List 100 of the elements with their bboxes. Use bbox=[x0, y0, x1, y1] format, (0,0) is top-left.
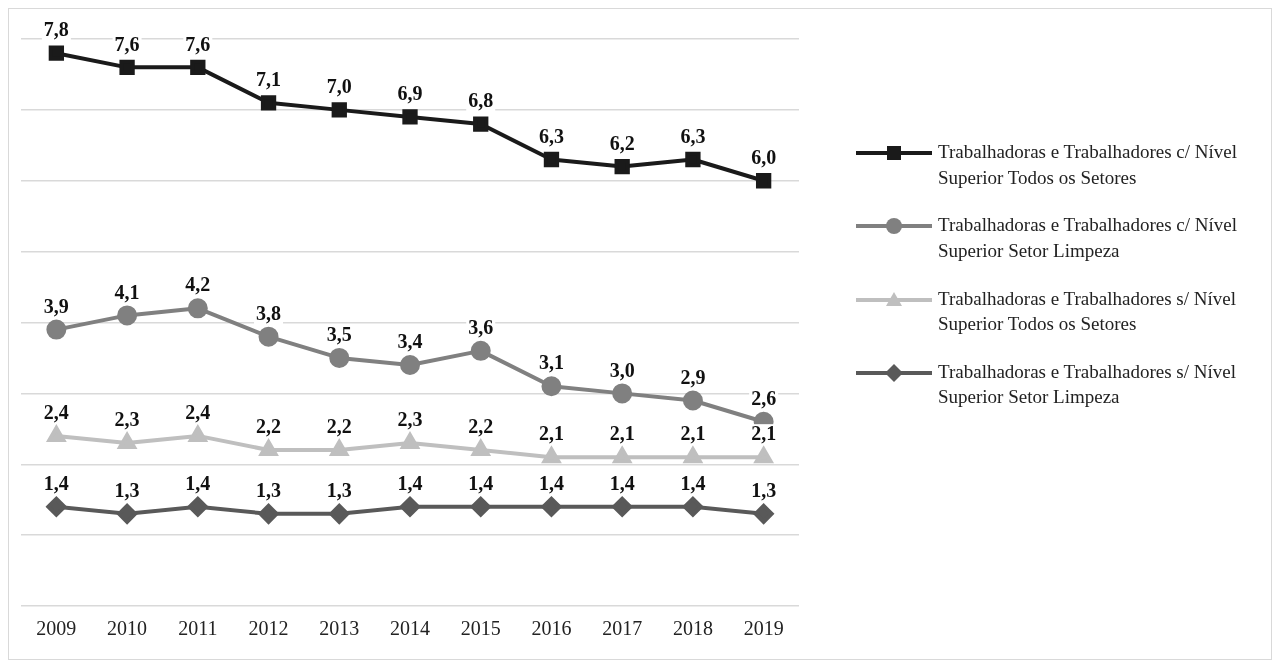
data-label: 2,1 bbox=[538, 422, 564, 445]
point bbox=[402, 109, 418, 125]
data-label: 2,1 bbox=[609, 422, 635, 445]
point bbox=[118, 432, 137, 449]
point bbox=[471, 440, 490, 457]
data-label: 6,3 bbox=[680, 124, 706, 147]
point bbox=[187, 298, 208, 319]
x-tick-label: 2014 bbox=[390, 617, 430, 640]
point bbox=[258, 326, 279, 347]
point bbox=[612, 383, 633, 404]
data-label: 7,0 bbox=[326, 75, 352, 98]
point bbox=[329, 347, 350, 368]
point bbox=[187, 496, 208, 517]
data-label: 2,4 bbox=[43, 401, 69, 424]
x-tick-label: 2015 bbox=[460, 617, 501, 640]
point bbox=[330, 440, 349, 457]
data-label: 1,3 bbox=[751, 479, 777, 502]
data-label: 6,8 bbox=[468, 89, 494, 112]
point bbox=[470, 340, 491, 361]
data-label: 1,4 bbox=[538, 471, 564, 494]
data-label: 7,8 bbox=[43, 18, 69, 41]
point bbox=[260, 95, 277, 111]
data-label: 1,4 bbox=[185, 471, 211, 494]
point bbox=[541, 496, 562, 517]
point bbox=[542, 447, 561, 464]
x-tick-label: 2017 bbox=[602, 617, 643, 640]
data-label: 2,1 bbox=[680, 422, 706, 445]
data-label: 1,4 bbox=[609, 471, 635, 494]
data-label: 2,6 bbox=[751, 386, 777, 409]
data-label: 1,3 bbox=[114, 479, 140, 502]
point bbox=[682, 496, 703, 517]
data-label: 3,9 bbox=[43, 294, 69, 317]
point bbox=[329, 503, 350, 524]
data-label: 4,2 bbox=[185, 273, 211, 296]
legend-label: Trabalhadoras e Trabalhadores s/ Nível Superior Setor Limpeza bbox=[938, 359, 1237, 410]
data-label: 3,6 bbox=[468, 316, 494, 339]
point bbox=[470, 496, 491, 517]
point bbox=[117, 503, 138, 524]
data-label: 2,1 bbox=[751, 422, 777, 445]
data-label: 3,5 bbox=[326, 323, 352, 346]
point bbox=[683, 447, 702, 464]
data-label: 3,0 bbox=[609, 358, 635, 381]
point bbox=[48, 45, 65, 61]
data-label: 1,4 bbox=[397, 471, 423, 494]
x-tick-label: 2016 bbox=[531, 617, 572, 640]
data-label: 1,4 bbox=[680, 471, 706, 494]
data-label: 2,9 bbox=[680, 365, 706, 388]
point bbox=[682, 390, 703, 411]
data-label: 2,2 bbox=[326, 415, 352, 438]
point bbox=[190, 59, 206, 76]
data-label: 7,6 bbox=[114, 32, 140, 55]
point bbox=[400, 355, 420, 376]
data-label: 3,8 bbox=[256, 301, 282, 324]
point bbox=[47, 425, 66, 442]
point bbox=[117, 305, 138, 326]
data-label: 2,4 bbox=[185, 401, 211, 424]
data-label: 7,1 bbox=[256, 67, 282, 90]
point bbox=[613, 447, 632, 464]
data-label: 3,1 bbox=[538, 351, 564, 374]
point bbox=[753, 503, 774, 524]
data-label: 2,2 bbox=[256, 415, 282, 438]
data-label: 2,3 bbox=[397, 408, 423, 431]
data-label: 6,9 bbox=[397, 82, 423, 105]
data-label: 1,3 bbox=[326, 479, 352, 502]
point bbox=[755, 173, 772, 189]
x-tick-label: 2011 bbox=[178, 617, 218, 640]
data-label: 6,0 bbox=[751, 145, 777, 168]
data-label: 1,4 bbox=[468, 471, 494, 494]
data-label: 1,4 bbox=[43, 471, 69, 494]
data-label: 3,4 bbox=[397, 330, 423, 353]
data-label: 7,6 bbox=[185, 32, 211, 55]
point bbox=[614, 158, 630, 175]
x-tick-label: 2013 bbox=[319, 617, 360, 640]
data-label: 4,1 bbox=[114, 280, 140, 303]
x-tick-label: 2010 bbox=[107, 617, 148, 640]
legend-label: Trabalhadoras e Trabalhadores c/ Nível Superior Setor Limpeza bbox=[938, 213, 1238, 263]
point bbox=[259, 440, 278, 457]
point bbox=[754, 447, 773, 464]
point bbox=[685, 151, 701, 168]
x-tick-label: 2018 bbox=[672, 617, 713, 640]
point bbox=[401, 432, 419, 449]
point bbox=[119, 59, 135, 76]
point bbox=[258, 503, 279, 524]
point bbox=[46, 496, 67, 517]
data-label: 6,2 bbox=[609, 131, 635, 154]
point bbox=[473, 116, 489, 132]
x-tick-label: 2019 bbox=[743, 617, 784, 640]
x-tick-label: 2012 bbox=[248, 617, 289, 640]
legend-label: Trabalhadoras e Trabalhadores c/ Nível Superior Todos os Setores bbox=[938, 140, 1238, 190]
point bbox=[400, 496, 420, 517]
point bbox=[46, 319, 67, 340]
legend-label: Trabalhadoras e Trabalhadores s/ Nível Superior Todos os Setores bbox=[938, 286, 1237, 337]
point bbox=[541, 376, 562, 397]
data-label: 2,2 bbox=[468, 415, 494, 438]
point bbox=[543, 151, 560, 168]
data-label: 2,3 bbox=[114, 408, 140, 431]
point bbox=[331, 102, 347, 118]
point bbox=[612, 496, 633, 517]
x-tick-label: 2009 bbox=[36, 617, 77, 640]
point bbox=[188, 425, 207, 442]
